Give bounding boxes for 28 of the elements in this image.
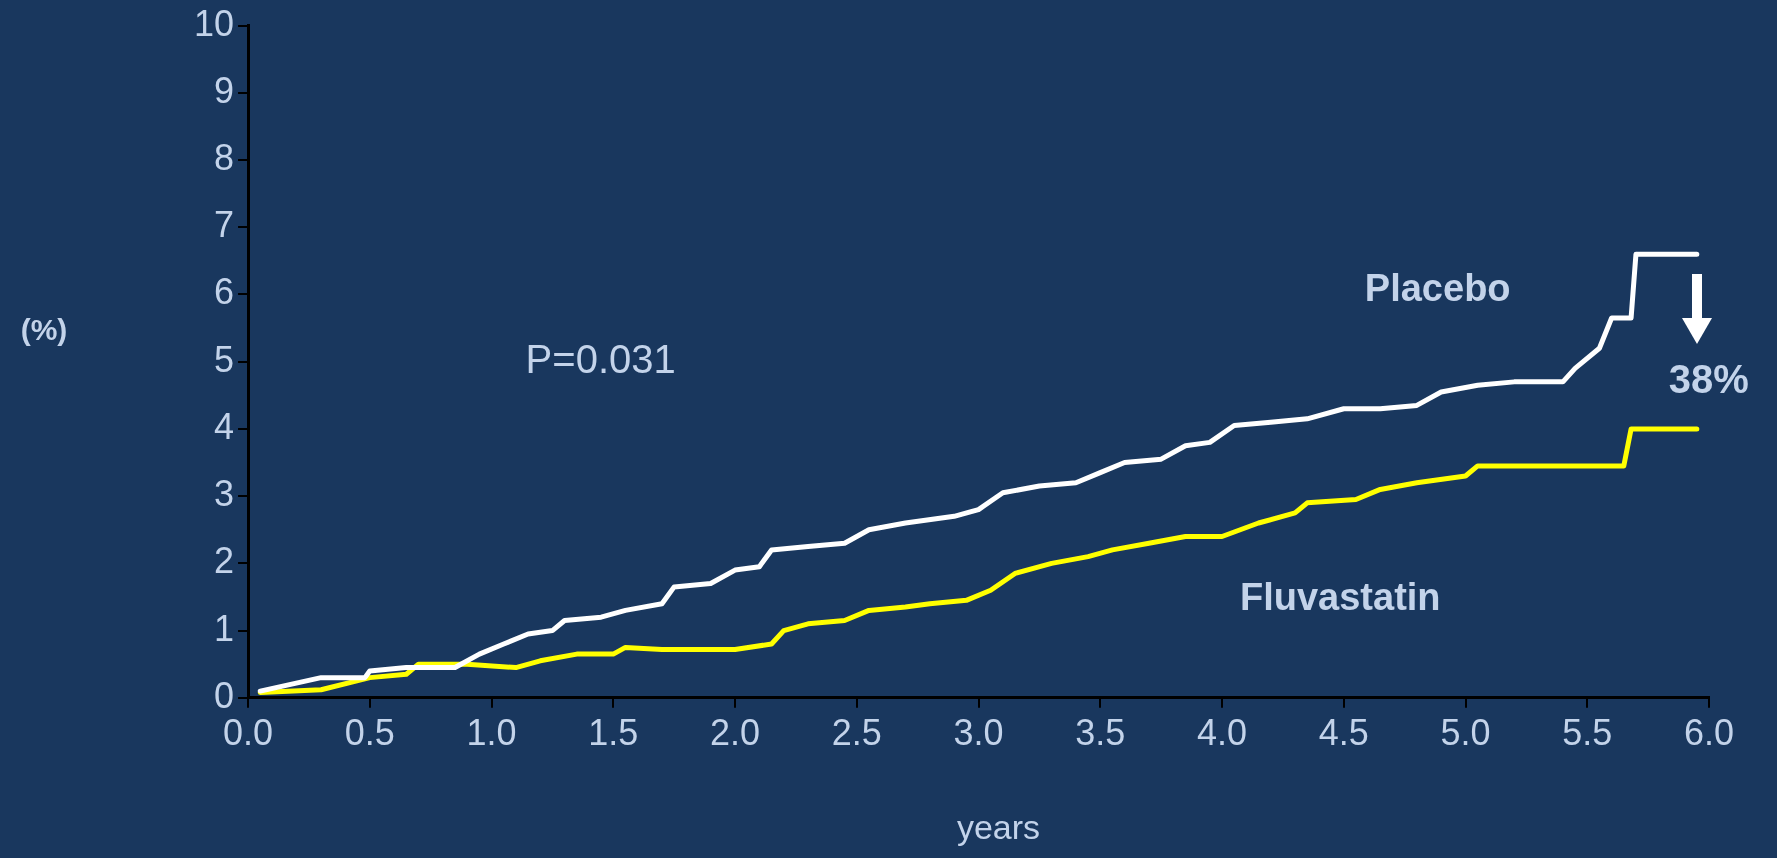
annotation: 38% <box>1668 357 1749 402</box>
y-tick-label: 9 <box>214 69 235 111</box>
x-tick-label: 5.5 <box>1562 712 1613 754</box>
x-tick-label: 5.0 <box>1440 712 1491 754</box>
x-tick-label: 4.5 <box>1318 712 1369 754</box>
x-tick-label: 2.0 <box>710 712 761 754</box>
x-tick-label: 3.0 <box>953 712 1004 754</box>
series-label: Placebo <box>1364 266 1511 309</box>
x-tick-label: 1.0 <box>466 712 517 754</box>
y-tick-label: 7 <box>214 204 235 246</box>
y-tick-label: 1 <box>214 607 235 649</box>
y-tick-label: 10 <box>194 2 235 44</box>
y-tick-label: 5 <box>214 338 235 380</box>
y-axis-title: (%) <box>20 312 68 346</box>
y-tick-label: 4 <box>214 405 235 447</box>
x-tick-label: 1.5 <box>588 712 639 754</box>
annotation: P=0.031 <box>525 336 676 381</box>
y-tick-label: 3 <box>214 473 235 515</box>
y-tick-label: 8 <box>214 136 235 178</box>
y-tick-label: 6 <box>214 271 235 313</box>
x-axis-title: years <box>956 808 1041 847</box>
x-tick-label: 0.5 <box>344 712 395 754</box>
x-tick-label: 3.5 <box>1075 712 1126 754</box>
series-label: Fluvastatin <box>1239 575 1441 618</box>
x-tick-label: 4.0 <box>1196 712 1248 754</box>
x-tick-label: 2.5 <box>831 712 882 754</box>
y-tick-label: 2 <box>214 540 235 582</box>
x-tick-label: 6.0 <box>1683 712 1735 754</box>
